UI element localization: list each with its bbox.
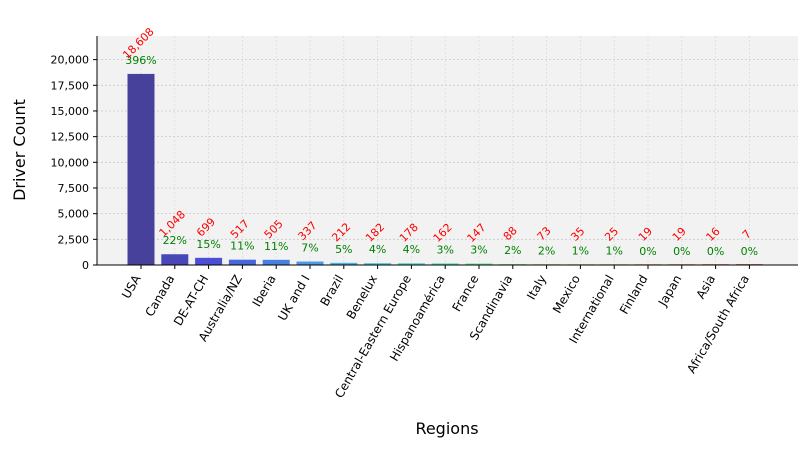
x-tick-label: USA — [119, 272, 144, 301]
x-tick-label: Asia — [693, 273, 718, 302]
y-tick-label: 12,500 — [51, 131, 90, 144]
bar-percent-label: 22% — [163, 234, 187, 247]
x-tick-label: Iberia — [250, 273, 279, 310]
x-tick-label: Japan — [655, 273, 684, 310]
x-tick-label: Mexico — [550, 273, 583, 316]
y-tick-label: 17,500 — [51, 79, 90, 92]
bar-percent-label: 11% — [264, 240, 288, 253]
x-tick-label: Brazil — [318, 273, 347, 309]
bar — [330, 262, 358, 265]
bar-percent-label: 4% — [369, 243, 386, 256]
bar-percent-label: 7% — [301, 242, 318, 255]
y-axis-title: Driver Count — [10, 99, 29, 201]
bar-percent-label: 4% — [403, 243, 420, 256]
bar-percent-label: 3% — [436, 243, 453, 256]
bar-percent-label: 0% — [639, 245, 656, 258]
bar — [262, 259, 290, 265]
plot-area-background — [97, 36, 798, 265]
bar — [465, 263, 493, 265]
x-tick-label: Italy — [524, 273, 549, 303]
bar-percent-label: 15% — [196, 238, 220, 251]
bar-percent-label: 5% — [335, 243, 352, 256]
x-tick-label: Benelux — [344, 273, 380, 322]
y-tick-label: 0 — [82, 259, 89, 272]
bar — [397, 263, 425, 265]
bar-percent-label: 3% — [470, 243, 487, 256]
bar — [364, 263, 392, 265]
bars — [127, 73, 763, 265]
y-tick-label: 10,000 — [51, 156, 90, 169]
x-tick-label: UK and I — [275, 273, 312, 324]
bar — [296, 261, 324, 265]
bar-percent-label: 0% — [741, 245, 758, 258]
y-tick-label: 20,000 — [51, 54, 90, 67]
x-tick-label: France — [450, 273, 482, 315]
bar — [195, 257, 223, 265]
x-axis-title: Regions — [415, 419, 478, 438]
bar-percent-label: 0% — [707, 245, 724, 258]
y-tick-label: 5,000 — [58, 208, 90, 221]
x-tick-label: Africa/South Africa — [684, 273, 752, 376]
bar — [127, 73, 155, 265]
bar-percent-label: 396% — [125, 54, 156, 67]
bar-percent-label: 2% — [538, 244, 555, 257]
bar-percent-label: 0% — [673, 245, 690, 258]
bar — [161, 254, 189, 265]
y-axis-ticks: 0 2,500 5,000 7,500 10,000 12,500 15,000 17,500… — [51, 54, 97, 272]
bar-percent-label: 1% — [572, 245, 589, 258]
bar — [431, 263, 459, 265]
bar — [228, 259, 256, 265]
y-tick-label: 15,000 — [51, 105, 90, 118]
x-tick-label: Canada — [142, 273, 177, 320]
bar-percent-label: 11% — [230, 240, 254, 253]
y-tick-label: 2,500 — [58, 233, 90, 246]
y-tick-label: 7,500 — [58, 182, 90, 195]
x-tick-label: Finland — [617, 273, 651, 317]
bar-percent-label: 1% — [605, 245, 622, 258]
bar-percent-label: 2% — [504, 244, 521, 257]
